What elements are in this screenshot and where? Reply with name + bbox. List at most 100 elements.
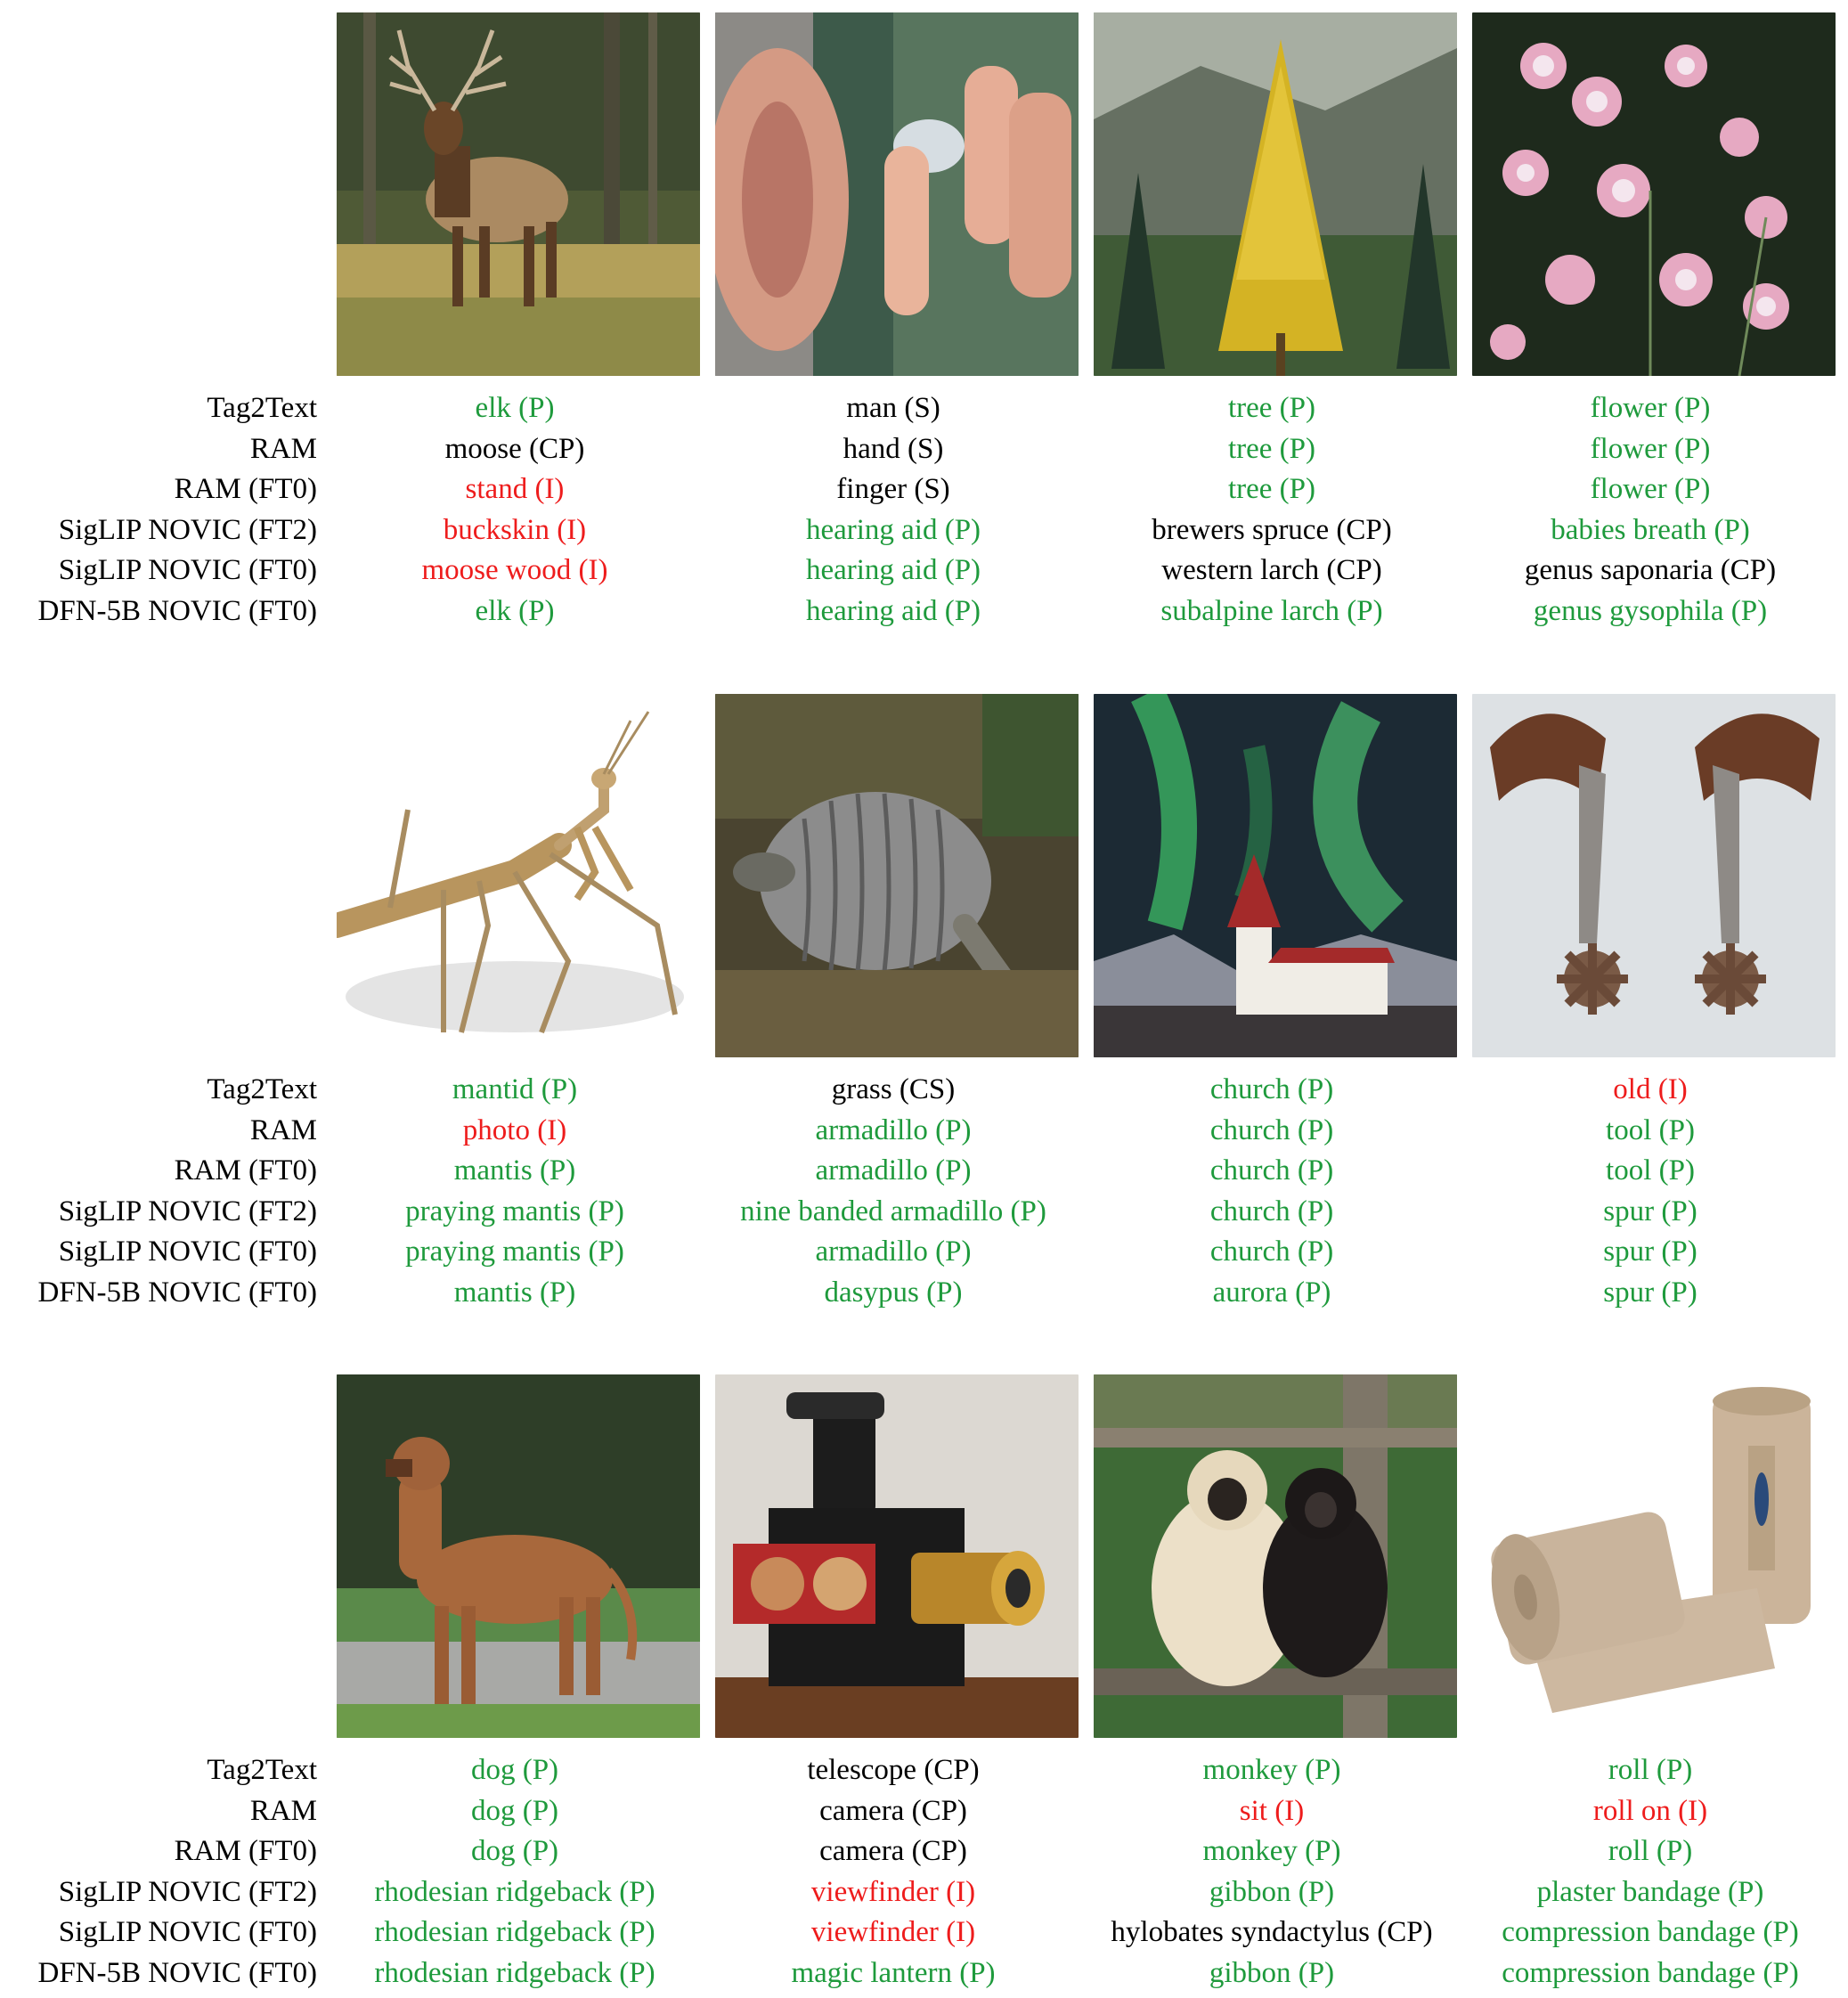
prediction-tag: dog (P) — [470, 1835, 559, 1868]
magic-lantern-photo — [715, 1374, 1079, 1738]
prediction-tag: genus saponaria (CP) — [1524, 554, 1777, 587]
row-label: DFN-5B NOVIC (FT0) — [37, 1276, 318, 1309]
row-label: RAM — [249, 432, 317, 465]
bandage-photo — [1472, 1374, 1836, 1738]
prediction-tag: hearing aid (P) — [805, 594, 981, 627]
row-labels: Tag2Text RAM RAM (FT0) SigLIP NOVIC (FT2… — [0, 1070, 318, 1314]
row-label: Tag2Text — [207, 392, 317, 424]
prediction-tag: moose wood (I) — [421, 554, 608, 587]
flower-photo — [1472, 12, 1836, 376]
row-label: RAM (FT0) — [174, 1835, 317, 1868]
prediction-tag: elk (P) — [475, 594, 555, 627]
row-label: RAM (FT0) — [174, 473, 317, 506]
prediction-tag: dog (P) — [470, 1754, 559, 1786]
prediction-tag: hearing aid (P) — [805, 513, 981, 546]
prediction-tag: aurora (P) — [1212, 1276, 1331, 1309]
prediction-tag: roll on (I) — [1592, 1794, 1708, 1827]
elk-photo — [337, 12, 700, 376]
prediction-tag: man (S) — [846, 392, 940, 424]
prediction-tag: babies breath (P) — [1551, 513, 1750, 546]
prediction-tag: church (P) — [1209, 1154, 1334, 1187]
prediction-tag: armadillo (P) — [815, 1235, 972, 1268]
prediction-tag: dasypus (P) — [824, 1276, 963, 1309]
figure-block-2: Tag2Text RAM RAM (FT0) SigLIP NOVIC (FT2… — [0, 694, 1848, 1317]
prediction-tag: flower (P) — [1590, 432, 1711, 465]
prediction-tag: gibbon (P) — [1209, 1956, 1335, 1989]
prediction-tag: sit (I) — [1239, 1794, 1305, 1827]
prediction-column: elk (P) moose (CP) stand (I) buckskin (I) mo… — [326, 388, 704, 632]
prediction-tag: finger (S) — [836, 473, 950, 506]
prediction-tag: viewfinder (I) — [810, 1916, 976, 1949]
mantis-photo — [337, 694, 700, 1057]
prediction-tag: mantis (P) — [453, 1276, 576, 1309]
prediction-tag: flower (P) — [1590, 392, 1711, 424]
church-aurora-photo — [1094, 694, 1457, 1057]
hearing-aid-photo — [715, 12, 1079, 376]
prediction-tag: tool (P) — [1606, 1154, 1695, 1187]
prediction-tag: praying mantis (P) — [405, 1195, 624, 1227]
prediction-tag: subalpine larch (P) — [1160, 594, 1383, 627]
row-label: DFN-5B NOVIC (FT0) — [37, 1956, 318, 1989]
prediction-tag: viewfinder (I) — [810, 1875, 976, 1908]
row-label: SigLIP NOVIC (FT2) — [58, 1195, 317, 1227]
prediction-tag: photo (I) — [462, 1113, 567, 1146]
prediction-tag: roll (P) — [1608, 1754, 1693, 1786]
prediction-tag: hearing aid (P) — [805, 554, 981, 587]
prediction-column: mantid (P) photo (I) mantis (P) praying man… — [326, 1070, 704, 1314]
prediction-tag: compression bandage (P) — [1502, 1916, 1799, 1949]
prediction-tag: armadillo (P) — [815, 1154, 972, 1187]
prediction-tag: church (P) — [1209, 1073, 1334, 1105]
prediction-tag: compression bandage (P) — [1502, 1956, 1799, 1989]
prediction-tag: gibbon (P) — [1209, 1875, 1335, 1908]
prediction-tag: hand (S) — [843, 432, 944, 465]
prediction-tag: camera (CP) — [819, 1835, 967, 1868]
row-labels: Tag2Text RAM RAM (FT0) SigLIP NOVIC (FT2… — [0, 388, 318, 632]
prediction-tag: flower (P) — [1590, 473, 1711, 506]
prediction-column: monkey (P) sit (I) monkey (P) gibbon (P) hyl… — [1083, 1750, 1461, 1994]
larch-tree-photo — [1094, 12, 1457, 376]
prediction-tag: church (P) — [1209, 1195, 1334, 1227]
prediction-column: telescope (CP) camera (CP) camera (CP) view… — [704, 1750, 1082, 1994]
prediction-tag: mantis (P) — [453, 1154, 576, 1187]
prediction-column: church (P) church (P) church (P) church (P)… — [1083, 1070, 1461, 1314]
prediction-tag: spur (P) — [1603, 1235, 1697, 1268]
prediction-tag: camera (CP) — [819, 1794, 967, 1827]
figure-block-1: Tag2Text RAM RAM (FT0) SigLIP NOVIC (FT2… — [0, 12, 1848, 636]
prediction-tag: tool (P) — [1606, 1113, 1695, 1146]
prediction-tag: tree (P) — [1227, 473, 1316, 506]
row-label: RAM — [249, 1794, 317, 1827]
row-label: SigLIP NOVIC (FT0) — [58, 1235, 317, 1268]
prediction-tag: telescope (CP) — [807, 1754, 980, 1786]
dog-photo — [337, 1374, 700, 1738]
armadillo-photo — [715, 694, 1079, 1057]
prediction-tag: praying mantis (P) — [405, 1235, 624, 1268]
row-label: SigLIP NOVIC (FT2) — [58, 513, 317, 546]
prediction-tag: church (P) — [1209, 1113, 1334, 1146]
prediction-column: grass (CS) armadillo (P) armadillo (P) nine… — [704, 1070, 1082, 1314]
prediction-tag: armadillo (P) — [815, 1113, 972, 1146]
prediction-tag: roll (P) — [1608, 1835, 1693, 1868]
gibbons-photo — [1094, 1374, 1457, 1738]
prediction-tag: monkey (P) — [1202, 1754, 1341, 1786]
prediction-column: tree (P) tree (P) tree (P) brewers spruce (… — [1083, 388, 1461, 632]
prediction-column: dog (P) dog (P) dog (P) rhodesian ridgeback… — [326, 1750, 704, 1994]
row-label: SigLIP NOVIC (FT0) — [58, 554, 317, 587]
prediction-tag: spur (P) — [1603, 1276, 1697, 1309]
prediction-column: flower (P) flower (P) flower (P) babies bre… — [1461, 388, 1839, 632]
row-label: RAM — [249, 1113, 317, 1146]
prediction-tag: spur (P) — [1603, 1195, 1697, 1227]
prediction-tag: moose (CP) — [444, 432, 585, 465]
row-label: Tag2Text — [207, 1073, 317, 1105]
prediction-tag: nine banded armadillo (P) — [740, 1195, 1046, 1227]
prediction-tag: old (I) — [1613, 1073, 1688, 1105]
prediction-tag: tree (P) — [1227, 392, 1316, 424]
row-label: RAM (FT0) — [174, 1154, 317, 1187]
row-label: SigLIP NOVIC (FT2) — [58, 1875, 317, 1908]
prediction-column: roll (P) roll on (I) roll (P) plaster banda… — [1461, 1750, 1839, 1994]
row-label: SigLIP NOVIC (FT0) — [58, 1916, 317, 1949]
prediction-tag: dog (P) — [470, 1794, 559, 1827]
prediction-tag: brewers spruce (CP) — [1152, 513, 1392, 546]
row-labels: Tag2Text RAM RAM (FT0) SigLIP NOVIC (FT2… — [0, 1750, 318, 1994]
prediction-tag: stand (I) — [465, 473, 565, 506]
prediction-tag: buckskin (I) — [443, 513, 587, 546]
